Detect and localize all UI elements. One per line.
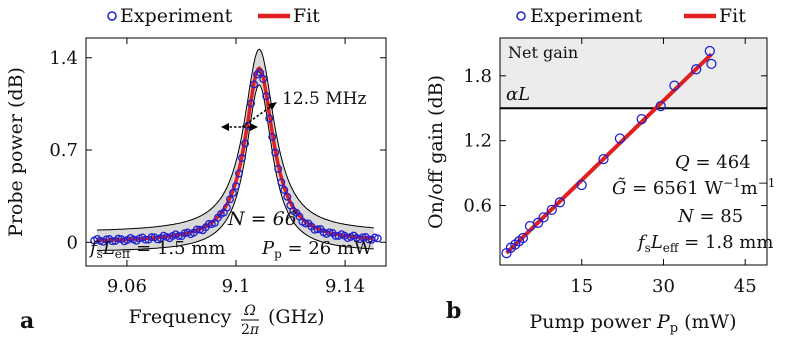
experiment-point <box>280 186 289 194</box>
experiment-point <box>614 133 626 144</box>
experiment-point <box>241 139 250 148</box>
experiment-point <box>226 195 234 204</box>
experiment-point <box>174 232 183 241</box>
panel-a-ticks: 9.06 9.1 9.14 0 0.7 1.4 <box>49 38 386 297</box>
y-tick-label: 0.7 <box>49 140 78 161</box>
legend-experiment-label: Experiment <box>530 5 643 27</box>
panel-b-label: b <box>446 298 461 324</box>
panel-a-Pp-label: Pp = 26 mW <box>261 238 373 261</box>
experiment-point <box>532 217 544 228</box>
experiment-point <box>517 232 529 244</box>
experiment-point <box>277 178 286 187</box>
experiment-point <box>325 228 334 237</box>
x-tick-label: 45 <box>734 276 757 297</box>
x-tick-label: 30 <box>652 276 675 297</box>
linewidth-arrow <box>221 102 277 131</box>
panel-a-fsLeff-label: fsLeff = 1.5 mm <box>88 238 225 261</box>
experiment-point <box>229 188 237 197</box>
experiment-point <box>268 132 277 141</box>
experiment-point <box>546 204 557 216</box>
svg-text:(GHz): (GHz) <box>268 306 325 328</box>
panel-a-label: a <box>20 308 34 334</box>
experiment-point <box>247 99 256 108</box>
alpha-L-label: αL <box>506 84 530 105</box>
y-tick-label: 1.4 <box>49 48 78 69</box>
legend-fit-label: Fit <box>293 5 320 27</box>
upper-envelope-line <box>96 48 374 231</box>
panel-a-N-label: N = 66 <box>227 208 297 230</box>
experiment-point <box>691 64 702 75</box>
panel-a-legend: Experiment Fit <box>107 5 320 27</box>
y-tick-label: 0.6 <box>463 196 492 217</box>
experiment-point <box>313 225 322 234</box>
legend-fit-label: Fit <box>719 5 746 27</box>
panel-a-xlabel: Frequency <box>129 306 232 328</box>
confidence-band <box>96 49 374 251</box>
panel-b: Experiment Fit Net gain αL 15 30 450.61.21… <box>425 5 775 336</box>
y-tick-label: 1.8 <box>463 66 492 87</box>
experiment-point <box>222 203 231 212</box>
panel-a-ylabel: Probe power (dB) <box>5 67 27 237</box>
panel-b-N-label: N = 85 <box>677 206 743 227</box>
lower-envelope-line <box>96 84 374 251</box>
experiment-point <box>576 179 587 191</box>
panel-b-ticks: 15 30 45 0.6 1.2 1.8 <box>463 38 767 297</box>
experiment-point <box>538 212 549 223</box>
panel-b-xlabel: Pump power Pp (mW) <box>529 311 736 336</box>
panel-b-axes-frame <box>499 37 768 266</box>
panel-b-fsLeff-label: fsLeff = 1.8 mm <box>636 232 773 255</box>
experiment-point <box>301 219 310 228</box>
experiment-point <box>265 114 274 123</box>
panel-b-ylabel: On/off gain (dB) <box>425 75 447 229</box>
panel-b-G-label: G̃ = 6561 W−1m−1 <box>612 176 775 199</box>
experiment-point <box>636 113 647 125</box>
x-tick-label: 9.1 <box>222 276 251 297</box>
net-gain-region <box>500 38 767 109</box>
legend-experiment-label: Experiment <box>120 5 233 27</box>
experiment-point <box>598 153 609 165</box>
experiment-point <box>250 80 259 89</box>
experiment-point <box>271 148 280 157</box>
panel-b-Q-label: Q = 464 <box>675 152 751 173</box>
experiment-point <box>262 92 271 101</box>
experiment-point <box>232 182 240 191</box>
panel-a-plot-area <box>90 48 382 251</box>
x-tick-label: 15 <box>570 276 593 297</box>
legend-experiment-marker <box>107 11 117 21</box>
panel-a: Experiment Fit 9.06 9.1 9.14 0 0.7 1.4 12.5 M… <box>5 5 387 338</box>
panel-b-legend: Experiment Fit <box>516 5 746 27</box>
y-tick-label: 1.2 <box>463 131 492 152</box>
panel-b-plot-area <box>500 38 767 259</box>
x-tick-label: 9.06 <box>107 276 147 297</box>
experiment-point <box>256 68 265 77</box>
experiment-point <box>669 80 680 91</box>
net-gain-label: Net gain <box>508 43 578 62</box>
experiment-point <box>235 169 243 178</box>
x-tick-label: 9.14 <box>325 276 365 297</box>
fit-line <box>505 52 713 255</box>
experiment-point <box>274 164 283 173</box>
experiment-point <box>706 58 717 70</box>
experiment-point <box>259 75 268 83</box>
linewidth-label: 12.5 MHz <box>282 89 366 109</box>
svg-text:2π: 2π <box>241 322 260 338</box>
experiment-point <box>373 234 382 243</box>
panel-a-xlabel-fraction: Ω 2π (GHz) <box>241 303 325 338</box>
experiment-point <box>704 45 715 57</box>
svg-text:Ω: Ω <box>243 303 256 319</box>
experiment-point <box>554 197 566 208</box>
experiment-point <box>655 100 666 112</box>
experiment-point <box>283 192 292 201</box>
y-tick-label: 0 <box>67 232 78 253</box>
legend-experiment-marker <box>516 11 526 21</box>
experiment-point <box>238 154 246 163</box>
